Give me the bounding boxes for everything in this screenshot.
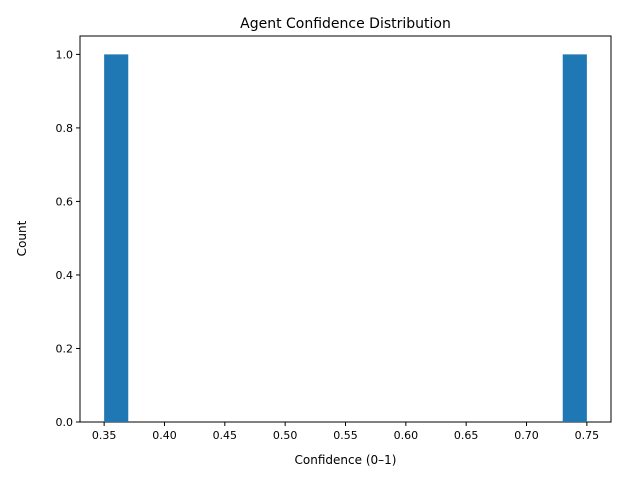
x-tick-label: 0.40: [152, 429, 177, 442]
y-tick-label: 0.2: [56, 342, 74, 355]
y-tick-label: 0.4: [56, 269, 74, 282]
y-tick-label: 0.6: [56, 195, 74, 208]
histogram-bar: [562, 54, 587, 422]
histogram-bar: [104, 54, 129, 422]
x-axis: 0.35 0.40 0.45 0.50 0.55 0.60 0.65 0.70 0.75: [92, 422, 599, 442]
y-tick-label: 0.8: [56, 122, 74, 135]
chart-title: Agent Confidence Distribution: [240, 16, 451, 32]
y-tick-label: 0.0: [56, 416, 74, 429]
x-tick-label: 0.50: [273, 429, 298, 442]
bars: [104, 54, 587, 422]
plot-frame: [79, 35, 612, 423]
y-axis: 0.0 0.2 0.4 0.6 0.8 1.0: [56, 48, 80, 429]
x-tick-label: 0.75: [575, 429, 600, 442]
x-tick-label: 0.70: [514, 429, 539, 442]
y-tick-label: 1.0: [56, 48, 74, 61]
x-axis-label: Confidence (0–1): [295, 453, 397, 467]
x-tick-label: 0.65: [454, 429, 479, 442]
x-tick-label: 0.55: [333, 429, 358, 442]
x-tick-label: 0.60: [394, 429, 419, 442]
plot-area: [79, 35, 612, 423]
x-tick-label: 0.35: [92, 429, 117, 442]
x-tick-label: 0.45: [213, 429, 238, 442]
y-axis-label: Count: [15, 220, 29, 256]
